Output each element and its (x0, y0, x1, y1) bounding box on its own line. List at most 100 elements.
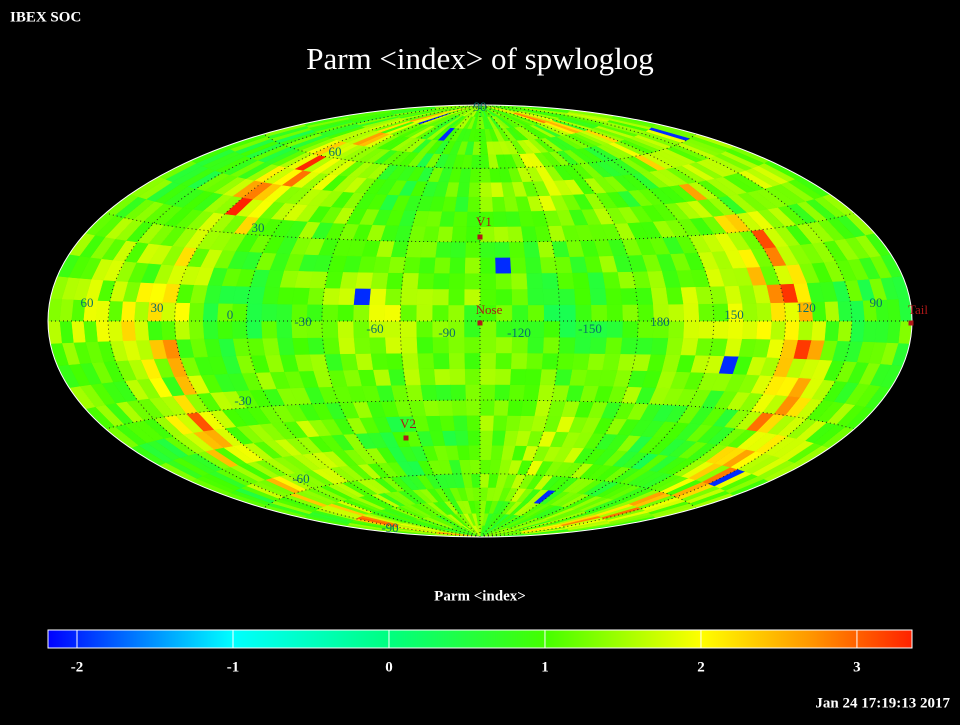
marker-dot (908, 320, 914, 326)
sky-cell (432, 352, 450, 370)
sky-cell (492, 415, 508, 431)
grid-line (263, 473, 697, 509)
sky-cell (509, 368, 527, 385)
sky-cell (755, 302, 772, 322)
sky-cell (452, 211, 468, 227)
sky-cell (810, 320, 827, 341)
sky-cell (505, 415, 522, 432)
sky-cell (400, 336, 418, 354)
sky-cell (526, 288, 544, 306)
sky-cell (260, 320, 278, 339)
sky-cell (464, 257, 481, 274)
sky-cell (635, 287, 654, 305)
sky-cell (886, 298, 901, 322)
sky-cell (755, 320, 772, 340)
sky-cell (464, 368, 481, 385)
sky-cell (524, 256, 542, 274)
sky-cell (448, 352, 465, 370)
sky-cell (202, 302, 219, 322)
sky-cell (354, 271, 374, 289)
sky-cell (542, 288, 560, 306)
sky-cell (479, 141, 489, 155)
sky-cell (522, 241, 540, 258)
sky-cell (434, 241, 452, 258)
grid-line (174, 104, 481, 538)
sky-cell (510, 352, 528, 370)
sky-cell (418, 256, 436, 274)
sky-cell (107, 300, 123, 322)
sky-cell (573, 336, 592, 354)
sky-cell (479, 336, 497, 354)
sky-cell (275, 320, 293, 339)
colorbar-tick-label: 0 (385, 659, 393, 675)
sky-cell (368, 336, 387, 354)
grid-line (321, 104, 481, 538)
sky-cell (837, 300, 853, 322)
sky-cell (451, 399, 467, 416)
sky-cell (727, 320, 744, 339)
sky-cell (447, 304, 465, 322)
sky-cell (174, 320, 191, 340)
colorbar-tick-label: -2 (71, 659, 84, 675)
sky-cell (82, 320, 98, 343)
sky-cell (401, 272, 419, 290)
sky-cell (508, 384, 526, 401)
sky-cell (133, 320, 150, 341)
sky-cell (415, 304, 433, 322)
grid-label: 30 (151, 300, 164, 315)
sky-cell (824, 300, 840, 322)
sky-cell (466, 415, 481, 431)
sky-cell (665, 337, 684, 356)
sky-cell (448, 272, 465, 290)
sky-cell (495, 272, 512, 290)
marker-dot (477, 234, 483, 240)
sky-cell (337, 287, 356, 305)
sky-cell (400, 304, 417, 322)
sky-cell (400, 288, 418, 306)
sky-cell (433, 257, 451, 274)
sky-cell (384, 336, 402, 354)
sky-cell (536, 241, 555, 258)
sky-cell (493, 226, 509, 243)
sky-cell (479, 167, 491, 183)
sky-cell (431, 304, 449, 322)
sky-cell (824, 320, 840, 342)
sky-cell (886, 320, 901, 344)
sky-cell (337, 337, 356, 355)
sky-cell (494, 257, 512, 274)
sky-mosaic (48, 105, 912, 537)
sky-cell (368, 304, 386, 322)
sky-cell (468, 182, 481, 198)
sky-cell (493, 399, 509, 416)
grid-line (107, 104, 481, 538)
sky-cell (479, 154, 490, 169)
sky-cell (469, 459, 481, 475)
sky-cell (665, 286, 684, 305)
sky-cell (416, 336, 434, 354)
sky-cell (449, 241, 466, 258)
sky-cell (586, 271, 606, 289)
grid-line (263, 133, 697, 169)
sky-cell (494, 368, 512, 385)
grid-label: -60 (292, 471, 309, 486)
sky-cell (120, 300, 136, 322)
sky-cell (650, 287, 669, 305)
sky-cell (554, 368, 573, 386)
grid-label: -120 (507, 325, 531, 340)
sky-cell (464, 241, 481, 258)
grid-line (105, 212, 855, 243)
sky-cell (231, 303, 248, 322)
sky-cell (606, 304, 623, 322)
sky-cell (479, 459, 491, 475)
sky-cell (667, 303, 685, 322)
sky-cell (604, 337, 623, 355)
sky-cell (554, 256, 573, 274)
sky-cell (479, 272, 496, 290)
sky-cell (321, 320, 339, 338)
title: Parm <index> of spwloglog (306, 41, 654, 76)
sky-cell (452, 415, 468, 431)
sky-cell (494, 384, 511, 401)
sky-cell (559, 304, 576, 322)
sky-cell (541, 272, 559, 290)
sky-cell (454, 430, 469, 446)
